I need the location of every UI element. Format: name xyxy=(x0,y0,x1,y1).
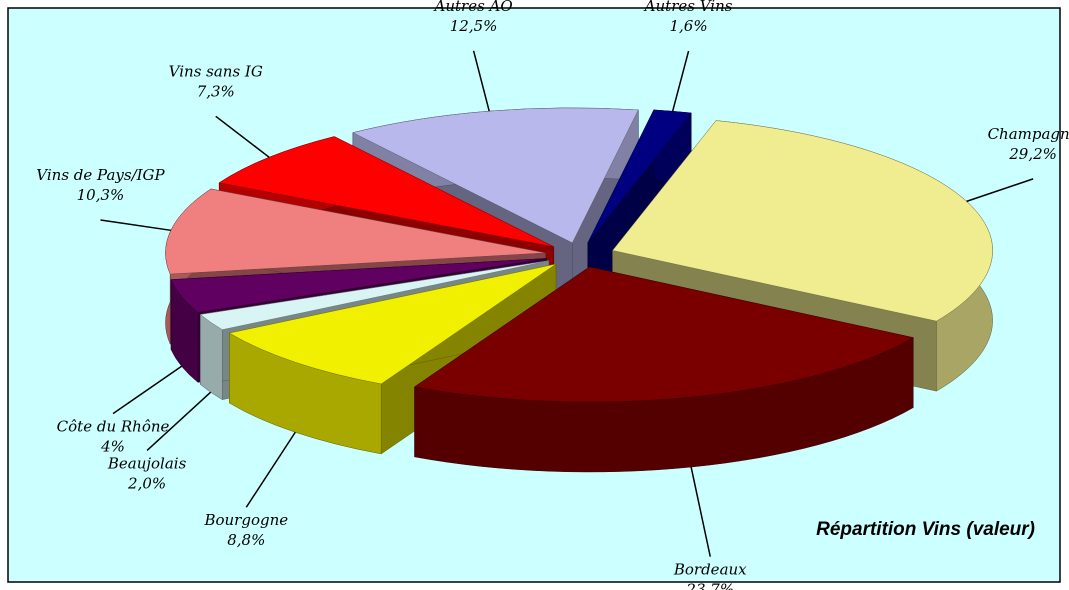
slice xyxy=(413,266,914,473)
value-label: 12,5% xyxy=(450,17,498,35)
category-label: Vins de Pays/IGP xyxy=(36,166,165,184)
category-label: Champagne xyxy=(988,125,1069,143)
leader-line xyxy=(215,115,270,158)
slice xyxy=(228,263,557,385)
leader-line xyxy=(112,365,183,415)
value-label: 10,3% xyxy=(77,186,125,204)
leader-line xyxy=(671,50,690,112)
value-label: 4% xyxy=(100,438,125,456)
value-label: 8,8% xyxy=(227,531,265,549)
category-label: Bordeaux xyxy=(673,561,747,579)
category-label: Autres AO xyxy=(433,0,513,15)
value-label: 2,0% xyxy=(127,474,166,492)
leader-line xyxy=(146,391,212,451)
chart-title: Répartition Vins (valeur) xyxy=(816,519,1035,540)
value-label: 23,7% xyxy=(685,581,734,590)
slice xyxy=(199,260,549,330)
category-label: Beaujolais xyxy=(107,454,187,472)
leader-line xyxy=(245,431,296,508)
slice xyxy=(612,120,993,322)
slice xyxy=(170,258,547,313)
slice xyxy=(413,266,914,403)
leader-line xyxy=(690,466,711,557)
category-label: Autres Vins xyxy=(643,0,733,15)
leader-line xyxy=(966,178,1034,203)
slice xyxy=(218,136,554,248)
value-label: 7,3% xyxy=(197,82,235,100)
leader-line xyxy=(472,50,490,112)
category-label: Bourgogne xyxy=(203,511,288,529)
leader-line xyxy=(100,219,171,232)
slice xyxy=(352,107,639,244)
pie xyxy=(165,107,993,473)
value-label: 29,2% xyxy=(1008,145,1057,163)
category-label: Côte du Rhône xyxy=(57,418,170,436)
value-label: 1,6% xyxy=(670,17,708,35)
category-label: Vins sans IG xyxy=(169,62,263,80)
